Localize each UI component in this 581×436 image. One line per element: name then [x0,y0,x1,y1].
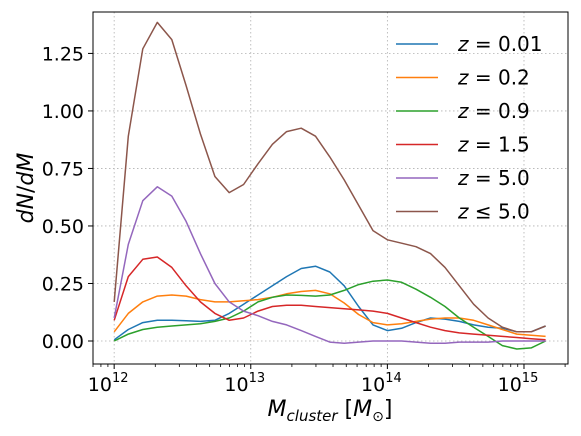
legend-label: z = 5.0 [457,166,530,190]
legend-label: z = 0.9 [457,99,530,123]
y-axis-label: dN/dM [14,153,39,224]
x-tick-label: 1015 [498,371,539,396]
axis-ticks: 1012 1013 1014 1015 0.00 0.25 0.50 0.75 1.00 1.25 [42,43,566,396]
x-axis-label-unit: M [353,397,372,422]
y-axis-label-numerator: dN [14,193,39,223]
y-axis-label-denominator: dM [14,153,39,186]
legend-label: z = 0.2 [457,66,530,90]
y-tick-label: 0.25 [42,273,84,295]
series-line-4 [113,256,546,341]
legend: z = 0.01 z = 0.2 z = 0.9 z = 1.5 z = 5.0 z ≤ … [396,32,543,224]
y-tick-label: 1.00 [42,101,84,123]
y-tick-label: 0.50 [42,216,84,238]
x-axis-label-symbol: M [268,397,287,422]
series-line-1 [113,265,546,341]
x-axis-label-bracket-open: [ [338,397,354,422]
x-axis-label-sun: ⊙ [372,409,384,425]
x-axis-label-subscript: cluster [287,407,339,425]
legend-label: z = 1.5 [457,133,530,157]
grid [93,12,568,364]
plot-frame [92,11,569,365]
series-line-5 [113,186,546,345]
series-line-3 [113,279,546,350]
y-tick-label: 0.75 [42,158,84,180]
y-tick-label: 0.00 [42,331,84,353]
legend-label: z ≤ 5.0 [457,200,530,224]
y-axis-label-slash: / [14,185,39,193]
x-tick-label: 1013 [224,371,265,396]
series-lines [113,21,546,350]
x-tick-label: 1014 [361,371,402,396]
x-axis-label-bracket-close: ] [384,397,393,422]
series-line-6 [113,21,546,333]
series-line-2 [113,289,546,338]
y-tick-label: 1.25 [42,43,84,65]
x-axis-label: Mcluster [M⊙] [268,397,393,425]
legend-label: z = 0.01 [457,32,543,56]
x-tick-label: 1012 [88,371,129,396]
